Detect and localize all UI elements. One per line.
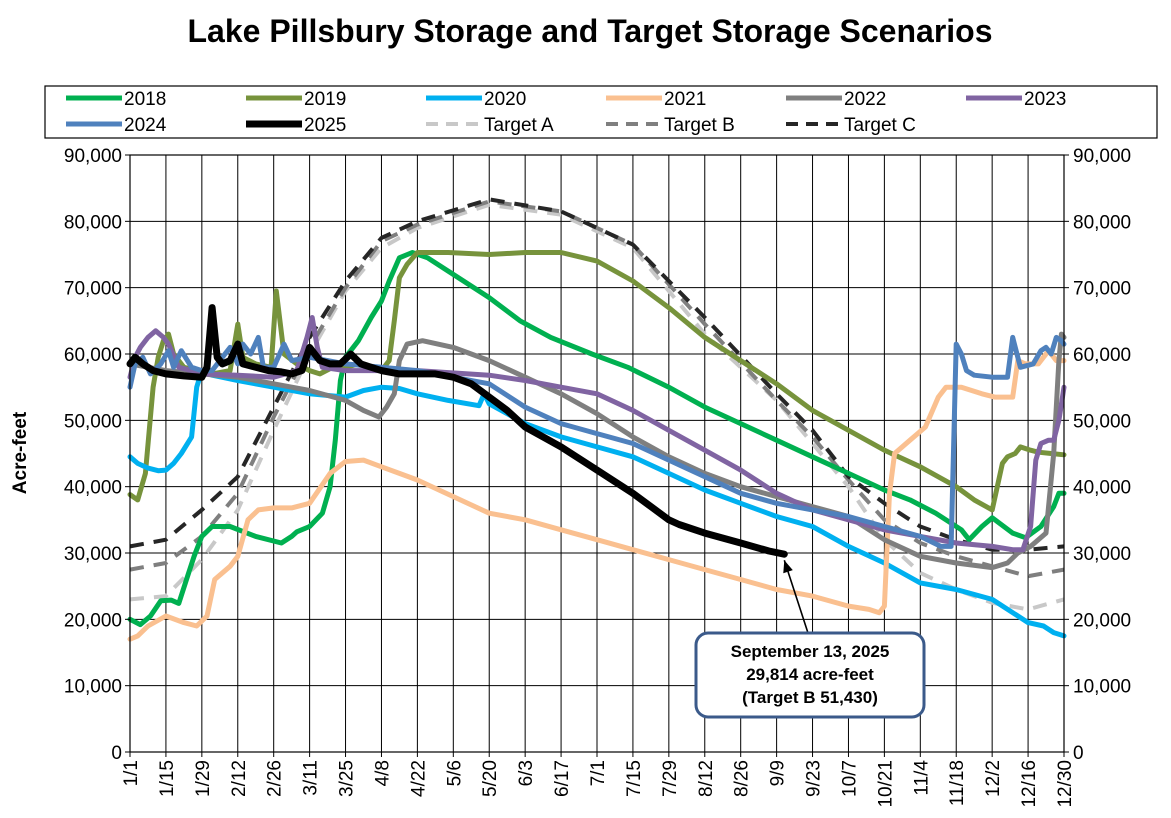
chart-title: Lake Pillsbury Storage and Target Storag… xyxy=(188,13,993,49)
x-tick-label: 6/3 xyxy=(516,760,537,786)
x-tick-label: 3/11 xyxy=(301,760,322,796)
x-tick-label: 1/29 xyxy=(193,760,214,797)
y-tick-label-left: 70,000 xyxy=(64,279,122,300)
x-tick-label: 3/25 xyxy=(337,760,358,797)
x-tick-label: 7/15 xyxy=(624,760,645,797)
series-line-target-b xyxy=(129,199,1065,579)
legend-label-2023: 2023 xyxy=(1024,89,1066,110)
y-tick-label-right: 0 xyxy=(1073,743,1084,764)
series-line-target-a xyxy=(129,202,1065,612)
y-tick-label-right: 60,000 xyxy=(1073,345,1131,366)
x-tick-label: 1/1 xyxy=(121,760,142,786)
series-group xyxy=(126,197,1067,642)
series-line-2018 xyxy=(127,250,1067,628)
legend-label-target-a: Target A xyxy=(484,115,554,136)
y-axis-right: 0 10,000 20,000 30,000 40,000 50,000 60,000 70,… xyxy=(1064,146,1131,764)
legend: 2018 2019 2020 2021 2022 2023 2024 2025 Target A… xyxy=(66,89,1066,136)
x-tick-label: 11/18 xyxy=(947,760,968,806)
y-tick-label-left: 90,000 xyxy=(64,146,122,167)
series-line-2025 xyxy=(126,304,788,558)
x-tick-label: 8/12 xyxy=(696,760,717,797)
x-tick-label: 2/26 xyxy=(265,760,286,797)
y-tick-label-left: 40,000 xyxy=(64,478,122,499)
y-tick-label-right: 30,000 xyxy=(1073,544,1131,565)
legend-label-2021: 2021 xyxy=(664,89,706,110)
series-line-target-c xyxy=(129,197,1065,552)
y-tick-label-left: 10,000 xyxy=(64,677,122,698)
annotation-arrow-head xyxy=(783,560,793,574)
x-tick-label: 12/2 xyxy=(983,760,1004,797)
legend-label-target-c: Target C xyxy=(844,115,916,136)
x-tick-label: 5/20 xyxy=(480,760,501,797)
legend-label-2022: 2022 xyxy=(844,89,886,110)
annotation-arrow-line xyxy=(783,559,809,634)
series-line-2023 xyxy=(127,315,1067,553)
y-tick-label-right: 50,000 xyxy=(1073,411,1131,432)
y-tick-label-left: 80,000 xyxy=(64,212,122,233)
annotation-text-line: September 13, 2025 xyxy=(731,642,890,661)
x-tick-label: 2/12 xyxy=(229,760,250,797)
x-axis: 1/1 1/15 1/29 2/12 2/26 3/11 3/25 4/8 4/22 5/6 5/2… xyxy=(121,752,1076,808)
y-tick-label-left: 60,000 xyxy=(64,345,122,366)
series-line-2020 xyxy=(127,368,1067,639)
x-tick-label: 1/15 xyxy=(157,760,178,797)
x-tick-label: 9/23 xyxy=(804,760,825,797)
x-tick-label: 6/17 xyxy=(552,760,573,797)
annotation-text-line: 29,814 acre-feet xyxy=(746,665,874,684)
x-tick-label: 12/30 xyxy=(1055,760,1076,808)
annotation: September 13, 2025 29,814 acre-feet (Targe… xyxy=(694,559,926,719)
y-axis-left: 0 10,000 20,000 30,000 40,000 50,000 60,000 70,… xyxy=(64,146,130,764)
x-tick-label: 10/7 xyxy=(839,760,860,797)
y-tick-label-left: 20,000 xyxy=(64,610,122,631)
x-tick-label: 4/8 xyxy=(372,760,393,786)
x-tick-label: 4/22 xyxy=(408,760,429,797)
x-tick-label: 12/16 xyxy=(1019,760,1040,808)
y-tick-label-right: 70,000 xyxy=(1073,279,1131,300)
legend-box xyxy=(44,85,1158,139)
legend-label-target-b: Target B xyxy=(664,115,735,136)
annotation-text-line: (Target B 51,430) xyxy=(742,688,878,707)
x-tick-label: 10/21 xyxy=(875,760,896,808)
legend-label-2019: 2019 xyxy=(304,89,346,110)
legend-label-2020: 2020 xyxy=(484,89,526,110)
y-tick-label-left: 50,000 xyxy=(64,411,122,432)
legend-label-2024: 2024 xyxy=(124,115,167,136)
legend-label-2025: 2025 xyxy=(304,115,346,136)
y-tick-label-right: 40,000 xyxy=(1073,478,1131,499)
y-axis-label: Acre-feet xyxy=(10,411,31,494)
x-tick-label: 8/26 xyxy=(732,760,753,797)
legend-label-2018: 2018 xyxy=(124,89,166,110)
y-tick-label-right: 90,000 xyxy=(1073,146,1131,167)
x-tick-label: 5/6 xyxy=(444,760,465,786)
x-tick-label: 9/9 xyxy=(768,760,789,786)
x-tick-label: 7/29 xyxy=(660,760,681,797)
y-tick-label-right: 10,000 xyxy=(1073,677,1131,698)
x-tick-label: 11/4 xyxy=(911,760,932,796)
series-line-2021 xyxy=(127,348,1067,642)
y-tick-label-left: 0 xyxy=(111,743,122,764)
y-tick-label-left: 30,000 xyxy=(64,544,122,565)
y-tick-label-right: 80,000 xyxy=(1073,212,1131,233)
annotation-box xyxy=(694,631,926,719)
y-tick-label-right: 20,000 xyxy=(1073,610,1131,631)
series-line-2022 xyxy=(127,331,1067,571)
x-tick-label: 7/1 xyxy=(588,760,609,786)
